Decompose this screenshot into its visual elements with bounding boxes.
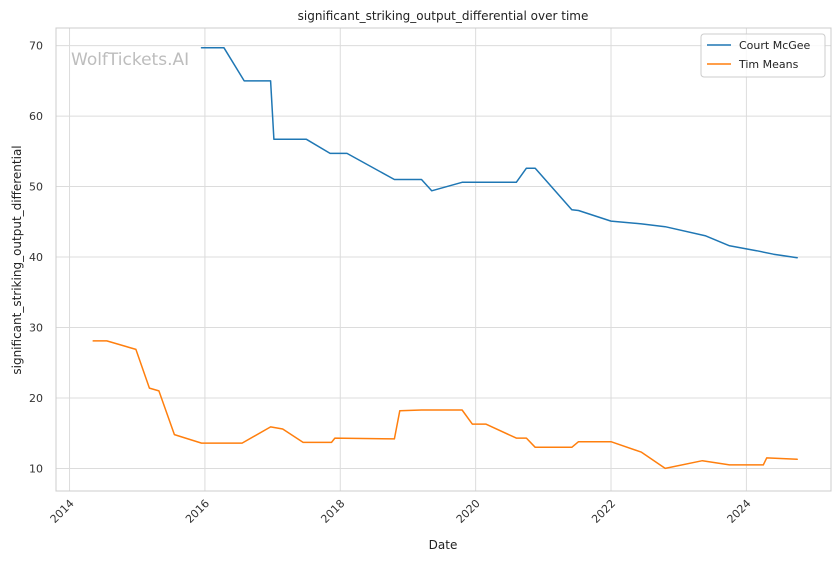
y-tick-label: 70 — [29, 40, 43, 53]
series-lines — [92, 46, 798, 470]
y-tick-label: 30 — [29, 322, 43, 335]
plot-area — [55, 27, 832, 492]
y-axis-label: significant_striking_output_differential — [10, 145, 24, 374]
series-line-court-mcgee — [200, 46, 798, 259]
y-tick-label: 40 — [29, 251, 43, 264]
legend-box — [700, 33, 826, 78]
legend: Court McGee Tim Means — [700, 33, 826, 78]
watermark: WolfTickets.AI — [71, 50, 189, 70]
chart-title: significant_striking_output_differential… — [298, 9, 589, 23]
y-tick-label: 50 — [29, 181, 43, 194]
y-tick-label: 20 — [29, 392, 43, 405]
x-axis-label: Date — [429, 538, 458, 552]
y-tick-label: 60 — [29, 110, 43, 123]
series-line-tim-means — [92, 340, 798, 470]
y-tick-label: 10 — [29, 462, 43, 475]
legend-label-court-mcgee: Court McGee — [739, 39, 811, 52]
y-axis-ticks: 10 20 30 40 50 60 70 — [29, 40, 43, 476]
legend-label-tim-means: Tim Means — [738, 58, 799, 71]
